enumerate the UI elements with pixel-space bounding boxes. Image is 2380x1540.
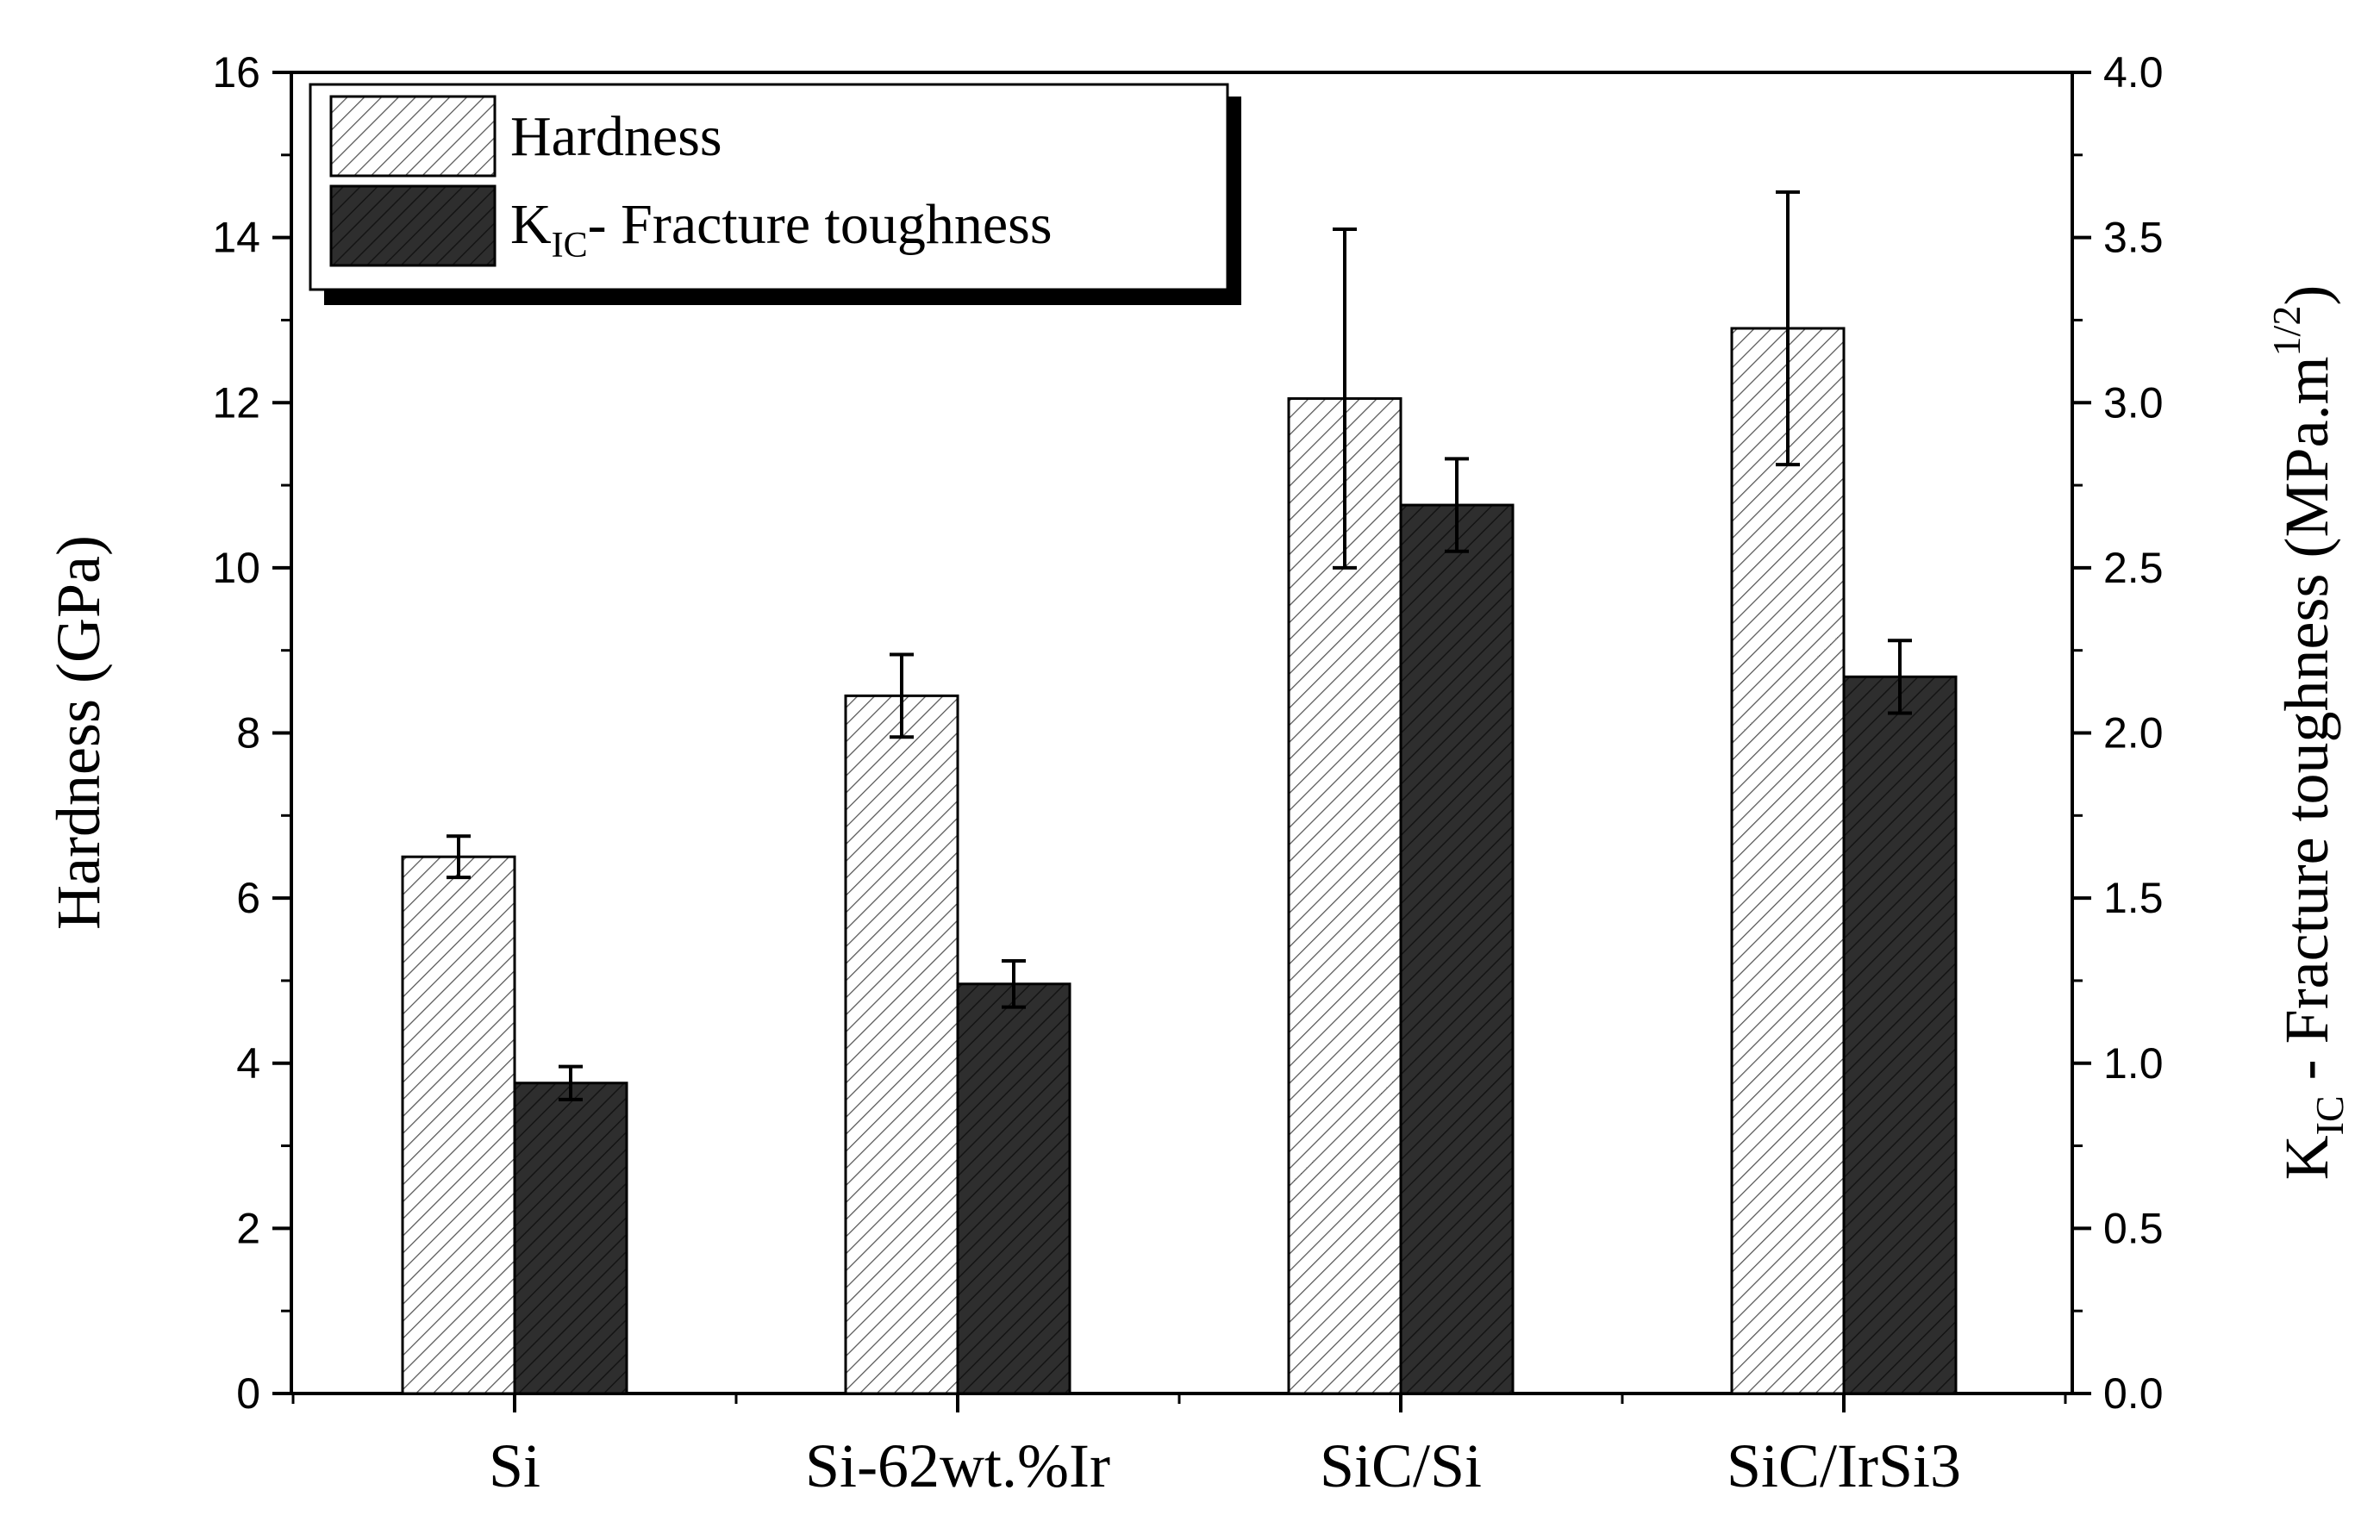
legend-label-kic: KIC- Fracture toughness xyxy=(510,193,1053,265)
y-right-title-k: K xyxy=(2272,1135,2341,1180)
y-left-tick-label: 2 xyxy=(236,1204,260,1252)
error-bars-group xyxy=(447,190,1912,1101)
bar-hardness xyxy=(1730,327,1846,1395)
y-right-axis-title: KIC - Fracture toughness (MPa.m1/2) xyxy=(2264,285,2352,1181)
y-right-tick-label: 4.0 xyxy=(2103,48,2164,97)
bar-fracture-toughness xyxy=(956,982,1071,1395)
x-category-label: Si-62wt.%Ir xyxy=(805,1431,1110,1500)
y-right-tick-label: 1.0 xyxy=(2103,1039,2164,1088)
x-category-label: SiC/Si xyxy=(1320,1431,1482,1500)
right-axis-ticks: 0.0 0.5 1.0 1.5 2.0 2.5 3.0 3.5 4.0 xyxy=(2072,48,2164,1418)
y-right-tick-label: 2.0 xyxy=(2103,709,2164,758)
bar-hardness xyxy=(401,855,516,1395)
y-left-tick-label: 16 xyxy=(212,48,260,97)
y-right-tick-label: 1.5 xyxy=(2103,874,2164,922)
y-right-tick-label: 0.0 xyxy=(2103,1369,2164,1418)
legend-kic-rest: - Fracture toughness xyxy=(588,193,1053,256)
bar-fracture-toughness xyxy=(513,1082,628,1395)
bar-fracture-toughness xyxy=(1842,675,1958,1395)
y-right-tick-label: 2.5 xyxy=(2103,544,2164,592)
y-left-tick-label: 12 xyxy=(212,378,260,427)
legend-kic-sub: IC xyxy=(552,226,588,265)
y-right-title-sub: IC xyxy=(2308,1095,2352,1135)
y-right-tick-label: 0.5 xyxy=(2103,1204,2164,1252)
y-right-tick-label: 3.5 xyxy=(2103,214,2164,262)
y-left-tick-label: 0 xyxy=(236,1369,260,1418)
bar-hardness xyxy=(844,694,959,1395)
y-left-tick-label: 8 xyxy=(236,709,260,758)
y-right-title-end: ) xyxy=(2272,285,2341,306)
y-right-tick-label: 3.0 xyxy=(2103,378,2164,427)
legend: Hardness KIC- Fracture toughness xyxy=(309,83,1241,305)
y-left-tick-label: 10 xyxy=(212,544,260,592)
y-left-tick-label: 6 xyxy=(236,874,260,922)
y-right-title-rest: - Fracture toughness (MPa.m xyxy=(2272,356,2341,1095)
legend-swatch-hardness xyxy=(329,95,497,178)
legend-kic-main: K xyxy=(510,193,552,256)
y-right-title-sup: 1/2 xyxy=(2264,306,2308,357)
x-axis-ticks: Si Si-62wt.%Ir SiC/Si SiC/IrSi3 xyxy=(291,1393,2067,1500)
left-axis-ticks: 0 2 4 6 8 10 12 14 16 xyxy=(212,48,291,1418)
y-left-tick-label: 14 xyxy=(212,214,260,262)
x-category-label: SiC/IrSi3 xyxy=(1727,1431,1961,1500)
legend-label-hardness: Hardness xyxy=(510,105,722,168)
bars-group xyxy=(401,327,1958,1395)
x-category-label: Si xyxy=(489,1431,540,1500)
y-left-tick-label: 4 xyxy=(236,1039,260,1088)
bar-fracture-toughness xyxy=(1399,503,1515,1395)
y-left-axis-title: Hardness (GPa) xyxy=(44,535,113,930)
legend-swatch-kic xyxy=(329,184,497,267)
